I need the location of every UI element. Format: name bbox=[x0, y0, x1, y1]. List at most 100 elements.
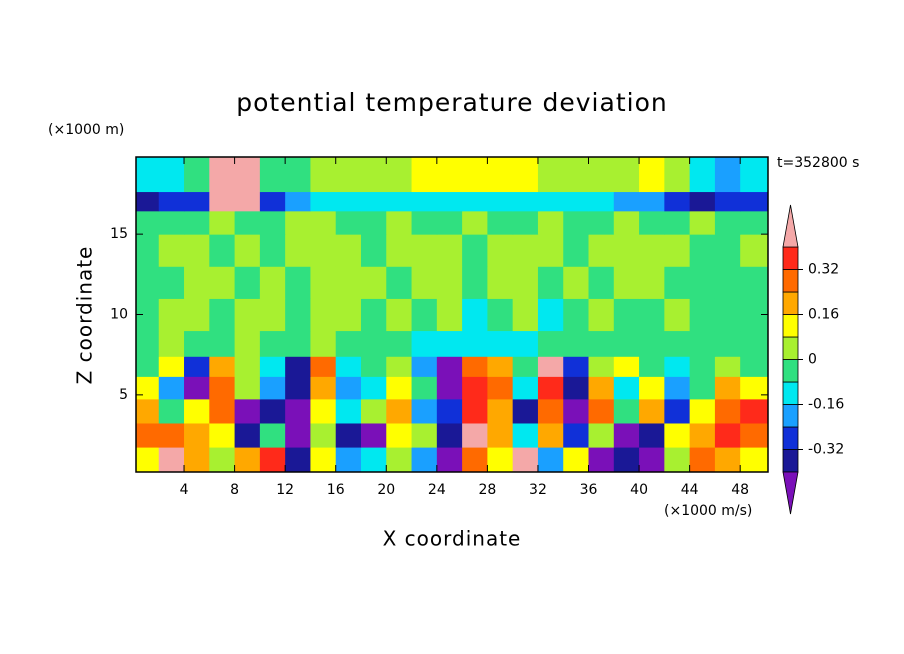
field-cell bbox=[462, 210, 488, 235]
field-cell bbox=[537, 422, 564, 448]
x-tick-label: 4 bbox=[180, 482, 189, 498]
field-cell bbox=[588, 266, 615, 299]
field-cell bbox=[259, 422, 286, 448]
colorbar-band bbox=[782, 336, 799, 360]
field-cell bbox=[613, 210, 640, 235]
field-cell bbox=[613, 398, 640, 424]
field-cell bbox=[563, 298, 590, 332]
field-cell bbox=[639, 234, 665, 267]
field-cell bbox=[639, 398, 665, 424]
field-cell bbox=[310, 234, 337, 267]
field-cell bbox=[136, 234, 160, 267]
field-cell bbox=[487, 422, 514, 448]
field-cell bbox=[588, 157, 615, 193]
field-cell bbox=[335, 447, 362, 473]
field-cell bbox=[664, 191, 691, 212]
field-cell bbox=[234, 234, 261, 267]
field-cell bbox=[209, 330, 236, 357]
field-cell bbox=[285, 330, 311, 357]
field-cell bbox=[360, 266, 387, 299]
field-cell bbox=[740, 422, 769, 448]
field-cell bbox=[184, 422, 210, 448]
field-cell bbox=[411, 447, 438, 473]
field-cell bbox=[386, 266, 413, 299]
x-tick-label: 24 bbox=[428, 482, 446, 498]
field-cell bbox=[259, 234, 286, 267]
field-cell bbox=[234, 356, 261, 377]
field-cell bbox=[714, 210, 741, 235]
field-cell bbox=[209, 298, 236, 332]
field-cell bbox=[689, 298, 716, 332]
field-cell bbox=[588, 191, 615, 212]
field-cell bbox=[462, 157, 488, 193]
field-cell bbox=[310, 356, 337, 377]
field-cell bbox=[285, 191, 311, 212]
field-cell bbox=[462, 330, 488, 357]
field-cell bbox=[563, 210, 590, 235]
field-cell bbox=[740, 191, 769, 212]
field-cell bbox=[689, 398, 716, 424]
field-cell bbox=[310, 191, 337, 212]
field-cell bbox=[639, 210, 665, 235]
field-cell bbox=[664, 157, 691, 193]
field-cell bbox=[462, 298, 488, 332]
colorbar-tick-label: -0.16 bbox=[808, 397, 844, 413]
field-cell bbox=[259, 330, 286, 357]
field-cell bbox=[209, 234, 236, 267]
field-cell bbox=[588, 398, 615, 424]
field-cell bbox=[136, 376, 160, 400]
field-cell bbox=[136, 356, 160, 377]
field-cell bbox=[462, 376, 488, 400]
field-cell bbox=[234, 191, 261, 212]
field-cell bbox=[386, 330, 413, 357]
field-cell bbox=[487, 266, 514, 299]
field-cell bbox=[563, 356, 590, 377]
colorbar-band bbox=[782, 291, 799, 315]
field-cell bbox=[689, 356, 716, 377]
field-cell bbox=[310, 447, 337, 473]
field-cell bbox=[740, 356, 769, 377]
field-cell bbox=[285, 356, 311, 377]
field-cell bbox=[462, 398, 488, 424]
field-cell bbox=[285, 266, 311, 299]
field-cell bbox=[209, 376, 236, 400]
field-cell bbox=[740, 376, 769, 400]
colorbar-tick-label: 0.16 bbox=[808, 307, 839, 323]
field-cell bbox=[512, 191, 539, 212]
colorbar-band bbox=[782, 381, 799, 405]
field-cell bbox=[136, 422, 160, 448]
y-tick-label: 5 bbox=[119, 387, 128, 403]
field-cell bbox=[335, 191, 362, 212]
field-cell bbox=[411, 234, 438, 267]
field-cell bbox=[335, 330, 362, 357]
field-cell bbox=[285, 422, 311, 448]
field-cell bbox=[259, 210, 286, 235]
field-cell bbox=[537, 330, 564, 357]
field-cell bbox=[335, 356, 362, 377]
field-cell bbox=[664, 210, 691, 235]
field-cell bbox=[360, 422, 387, 448]
field-cell bbox=[136, 398, 160, 424]
field-cell bbox=[664, 422, 691, 448]
field-cell bbox=[184, 157, 210, 193]
field-cell bbox=[360, 210, 387, 235]
field-cell bbox=[613, 298, 640, 332]
field-cell bbox=[664, 356, 691, 377]
field-cell bbox=[184, 210, 210, 235]
field-cell bbox=[487, 447, 514, 473]
field-cell bbox=[563, 157, 590, 193]
field-cell bbox=[209, 447, 236, 473]
field-cell bbox=[588, 298, 615, 332]
field-cell bbox=[158, 422, 185, 448]
x-axis-title: X coordinate bbox=[383, 527, 522, 551]
field-cell bbox=[335, 398, 362, 424]
field-cell bbox=[689, 376, 716, 400]
field-cell bbox=[386, 398, 413, 424]
y-tick-label: 10 bbox=[110, 307, 128, 323]
field-cell bbox=[563, 422, 590, 448]
field-cell bbox=[613, 376, 640, 400]
field-cell bbox=[158, 376, 185, 400]
field-cell bbox=[310, 376, 337, 400]
field-cell bbox=[740, 447, 769, 473]
field-cell bbox=[714, 234, 741, 267]
